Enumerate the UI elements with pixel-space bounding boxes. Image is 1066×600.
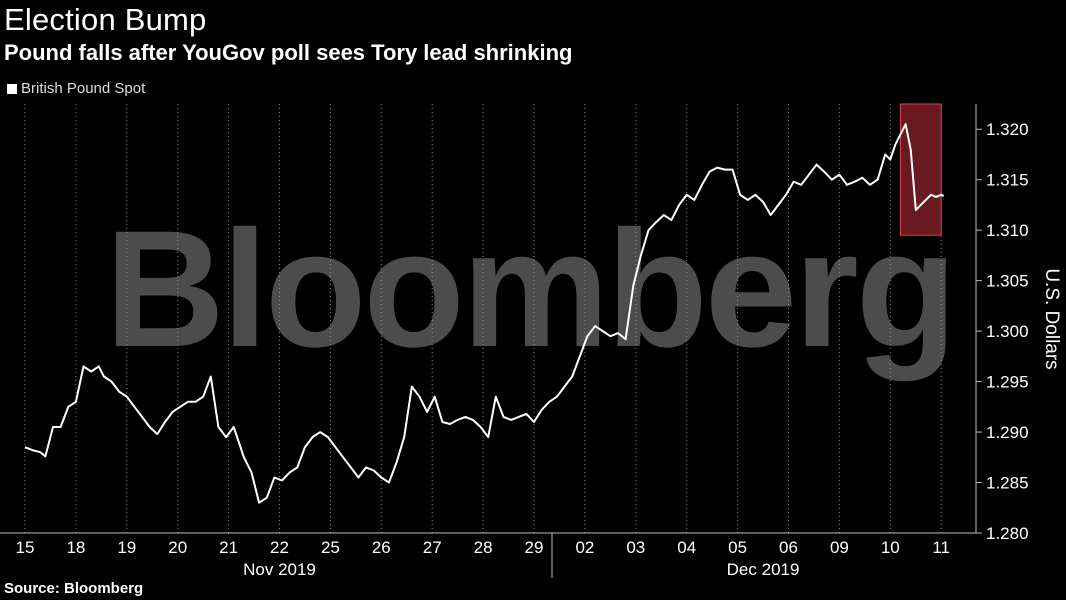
x-tick-label: 26 bbox=[372, 538, 391, 557]
x-tick-label: 28 bbox=[474, 538, 493, 557]
y-tick-label: 1.305 bbox=[986, 272, 1029, 291]
x-tick-label: 18 bbox=[66, 538, 85, 557]
legend-swatch bbox=[7, 83, 17, 94]
month-label: Nov 2019 bbox=[243, 560, 316, 579]
chart-subtitle: Pound falls after YouGov poll sees Tory … bbox=[4, 40, 573, 65]
legend: British Pound Spot bbox=[7, 80, 145, 97]
y-tick-label: 1.320 bbox=[986, 120, 1029, 139]
x-tick-label: 10 bbox=[881, 538, 900, 557]
x-tick-label: 02 bbox=[575, 538, 594, 557]
y-tick-label: 1.315 bbox=[986, 171, 1029, 190]
y-tick-label: 1.280 bbox=[986, 524, 1029, 543]
legend-label: British Pound Spot bbox=[21, 80, 146, 97]
highlight-box bbox=[899, 103, 942, 236]
x-tick-label: 09 bbox=[830, 538, 849, 557]
y-tick-label: 1.295 bbox=[986, 373, 1029, 392]
series-line bbox=[24, 123, 945, 504]
x-tick-label: 29 bbox=[525, 538, 544, 557]
x-tick-label: 22 bbox=[270, 538, 289, 557]
x-tick-label: 27 bbox=[423, 538, 442, 557]
x-tick-label: 11 bbox=[932, 538, 950, 557]
source-note: Source: Bloomberg bbox=[4, 580, 144, 597]
x-tick-label: 19 bbox=[117, 538, 136, 557]
month-label: Dec 2019 bbox=[727, 560, 800, 579]
x-tick-label: 03 bbox=[626, 538, 645, 557]
x-tick-label: 20 bbox=[168, 538, 187, 557]
chart-title: Election Bump bbox=[4, 2, 207, 37]
x-tick-label: 06 bbox=[779, 538, 798, 557]
y-axis-label: U.S. Dollars bbox=[1041, 268, 1062, 369]
y-tick-label: 1.300 bbox=[986, 322, 1029, 341]
y-tick-label: 1.310 bbox=[986, 221, 1029, 240]
x-tick-label: 04 bbox=[677, 538, 696, 557]
x-tick-label: 05 bbox=[728, 538, 747, 557]
y-tick-label: 1.285 bbox=[986, 474, 1029, 493]
x-tick-label: 15 bbox=[16, 538, 35, 557]
x-tick-label: 21 bbox=[219, 538, 238, 557]
y-tick-label: 1.290 bbox=[986, 423, 1029, 442]
x-tick-label: 25 bbox=[321, 538, 340, 557]
